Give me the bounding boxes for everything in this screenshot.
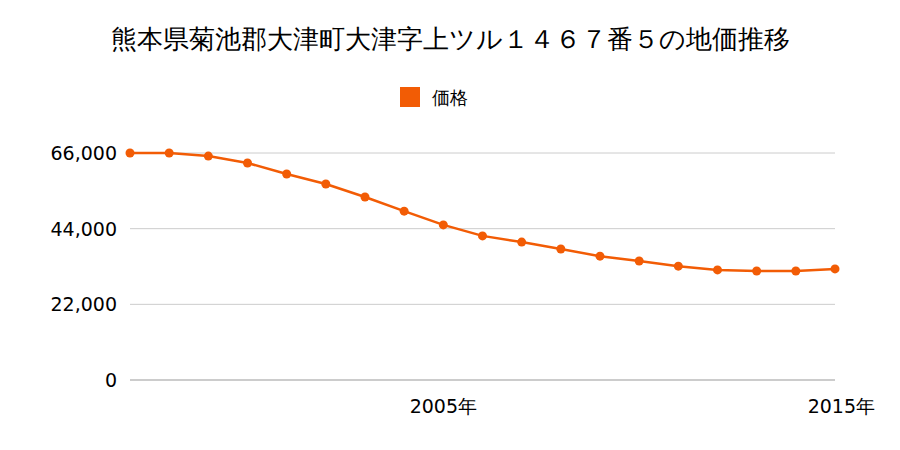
chart: 熊本県菊池郡大津町大津字上ツル１４６７番５の地価推移価格 0 22,000 44,00… <box>0 0 900 450</box>
x-tick-label: 2015年 <box>808 395 875 417</box>
point <box>165 149 174 158</box>
y-tick-label: 44,000 <box>51 218 117 240</box>
title: 熊本県菊池郡大津町大津字上ツル１４６７番５の地価推移 <box>111 24 790 54</box>
line <box>130 153 835 271</box>
point <box>243 158 252 167</box>
grid-line <box>130 153 835 154</box>
point <box>791 266 800 275</box>
point <box>596 252 605 261</box>
legend-swatch <box>400 87 420 107</box>
point <box>400 207 409 216</box>
plot-area <box>126 149 840 276</box>
point <box>556 244 565 253</box>
y-tick-label: 22,000 <box>51 293 117 315</box>
grid-line <box>130 304 835 305</box>
point <box>204 152 213 161</box>
point <box>361 193 370 202</box>
point <box>439 220 448 229</box>
legend-label: 価格 <box>432 87 468 108</box>
point <box>752 266 761 275</box>
point <box>674 262 683 271</box>
y-tick-label: 66,000 <box>51 142 117 164</box>
x-tick-label: 2005年 <box>410 395 477 417</box>
point <box>635 256 644 265</box>
point <box>126 149 135 158</box>
point <box>478 231 487 240</box>
point <box>321 179 330 188</box>
point <box>517 238 526 247</box>
point <box>713 265 722 274</box>
point <box>831 264 840 273</box>
grid-line <box>130 380 835 381</box>
point <box>282 169 291 178</box>
grid-line <box>130 228 835 229</box>
y-tick-label: 0 <box>105 369 117 391</box>
